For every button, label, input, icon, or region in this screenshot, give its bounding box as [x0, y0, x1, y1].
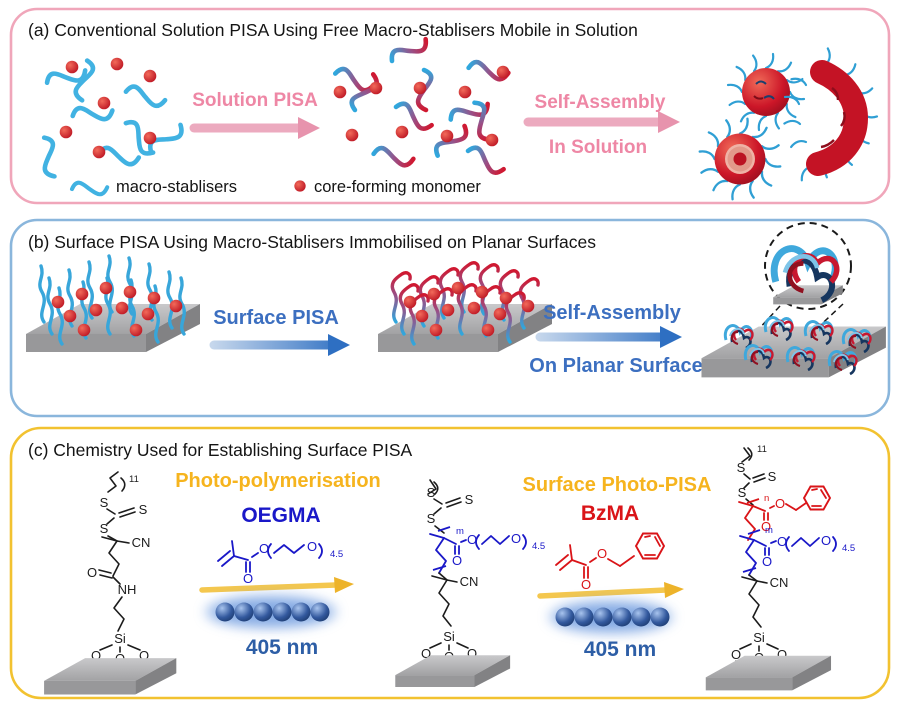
- surface-photo-pisa-label: Surface Photo-PISA: [523, 474, 712, 496]
- panel-a-title: (a) Conventional Solution PISA Using Fre…: [28, 20, 638, 40]
- legend-monomer-glyph: [294, 180, 306, 192]
- o-atom-label: O: [511, 531, 521, 546]
- micelle-assemblies: [700, 47, 879, 199]
- self-assembly-surface-arrow: Self-Assembly On Planar Surface: [529, 302, 702, 377]
- nh-group-label: NH: [118, 582, 137, 597]
- s-atom-label: S: [139, 502, 148, 517]
- repeat-count-label: 4.5: [532, 541, 545, 552]
- s-atom-label: S: [100, 521, 109, 536]
- surface-pisa-arrow: Surface PISA: [209, 307, 350, 356]
- oegma-structure: O O O 4.5: [217, 539, 343, 586]
- legend: macro-stablisers core-forming monomer: [72, 178, 481, 196]
- wavelength-label: 405 nm: [584, 638, 656, 661]
- s-atom-label: S: [768, 469, 777, 484]
- panel-a: (a) Conventional Solution PISA Using Fre…: [9, 7, 891, 205]
- s-atom-label: S: [737, 460, 746, 475]
- repeat-count-label: m: [765, 525, 773, 536]
- o-atom-label: O: [243, 571, 253, 586]
- o-atom-label: O: [139, 648, 149, 663]
- solution-pisa-arrow: Solution PISA: [189, 90, 320, 139]
- poegma-brush-structure: S S S m O O O 4.5 CN: [395, 479, 545, 687]
- repeat-count-label: m: [456, 526, 464, 537]
- o-atom-label: O: [307, 539, 317, 554]
- o-atom-label: O: [467, 646, 477, 661]
- wavelength-label: 405 nm: [246, 636, 318, 659]
- surface-pisa-label: Surface PISA: [213, 307, 339, 329]
- o-atom-label: O: [87, 565, 97, 580]
- repeat-count-label: 11: [129, 474, 139, 485]
- repeat-count-label: n: [764, 493, 769, 504]
- solution-pisa-label: Solution PISA: [192, 90, 318, 111]
- si-atom-label: Si: [114, 631, 126, 646]
- o-atom-label: O: [777, 534, 787, 549]
- o-atom-label: O: [731, 647, 741, 662]
- o-atom-label: O: [91, 648, 101, 663]
- light-arrow: [199, 582, 339, 593]
- o-atom-label: O: [467, 532, 477, 547]
- surface-micelle-assembly: [701, 222, 886, 378]
- cn-group-label: CN: [770, 575, 789, 590]
- panel-b: (b) Surface PISA Using Macro-Stablisers …: [9, 218, 891, 418]
- light-source-1: 405 nm: [199, 577, 354, 659]
- legend-monomer-label: core-forming monomer: [314, 178, 481, 196]
- s-atom-label: S: [427, 485, 436, 500]
- o-atom-label: O: [762, 554, 772, 569]
- worm-micelle: [783, 47, 879, 183]
- s-atom-label: S: [465, 492, 474, 507]
- o-atom-label: O: [259, 541, 269, 556]
- o-atom-label: O: [421, 646, 431, 661]
- self-assembly-label: Self-Assembly: [535, 92, 666, 113]
- panel-b-title: (b) Surface PISA Using Macro-Stablisers …: [28, 232, 596, 252]
- o-atom-label: O: [775, 496, 785, 511]
- o-atom-label: O: [597, 546, 607, 561]
- chain-extended-cluster: [333, 35, 509, 176]
- oegma-label: OEGMA: [241, 504, 320, 527]
- on-planar-surface-label: On Planar Surface: [529, 355, 702, 377]
- o-atom-label: O: [761, 519, 771, 534]
- s-atom-label: S: [738, 485, 747, 500]
- panel-b-border: [9, 218, 891, 418]
- grafted-stabiliser-surface: [26, 254, 200, 352]
- in-solution-label: In Solution: [549, 137, 647, 158]
- self-assembly-surface-label: Self-Assembly: [543, 302, 682, 324]
- repeat-count-label: 11: [757, 444, 767, 455]
- grafted-diblock-surface: [378, 261, 552, 352]
- repeat-count-label: 4.5: [330, 549, 343, 560]
- magnified-inset: [764, 222, 852, 310]
- o-atom-label: O: [452, 553, 462, 568]
- photo-polymerisation-label: Photo-polymerisation: [175, 470, 381, 492]
- legend-stabiliser-label: macro-stablisers: [116, 178, 237, 196]
- panel-a-border: [9, 7, 891, 205]
- o-atom-label: O: [777, 647, 787, 662]
- panel-c-border: [9, 426, 891, 700]
- legend-stabiliser-glyph: [72, 183, 107, 195]
- surface-cta-structure: 11 S S S CN O NH Si O O O: [44, 471, 177, 695]
- si-atom-label: Si: [443, 629, 455, 644]
- o-atom-label: O: [821, 533, 831, 548]
- bzma-structure: O O: [555, 532, 666, 592]
- self-assembly-solution-arrow: Self-Assembly In Solution: [523, 92, 680, 158]
- s-atom-label: S: [100, 495, 109, 510]
- panel-c-title: (c) Chemistry Used for Establishing Surf…: [28, 440, 412, 460]
- cn-group-label: CN: [460, 574, 479, 589]
- free-stabilisers-cluster: [38, 58, 185, 178]
- o-atom-label: O: [581, 577, 591, 592]
- light-arrow: [537, 587, 669, 599]
- cn-group-label: CN: [132, 535, 151, 550]
- s-atom-label: S: [427, 511, 436, 526]
- diblock-brush-structure: 11 S S S n O O m: [705, 444, 855, 691]
- si-atom-label: Si: [753, 630, 765, 645]
- repeat-count-label: 4.5: [842, 543, 855, 554]
- light-source-2: 405 nm: [537, 582, 684, 661]
- bzma-label: BzMA: [581, 502, 639, 525]
- panel-c: (c) Chemistry Used for Establishing Surf…: [9, 426, 891, 700]
